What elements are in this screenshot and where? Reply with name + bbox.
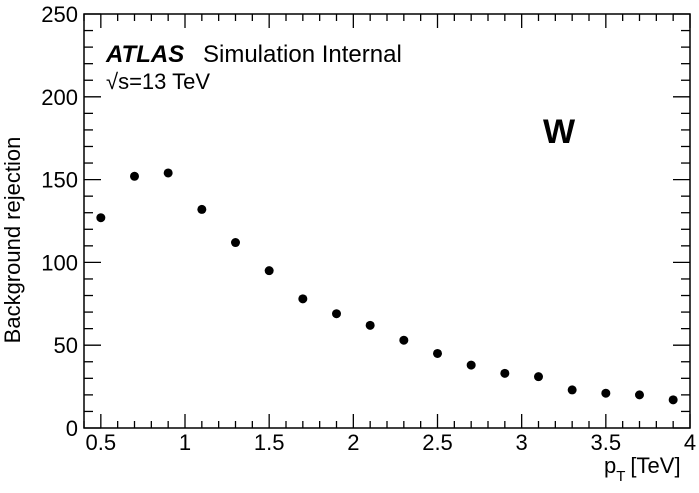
data-point (197, 204, 207, 214)
x-tick-label: 3.5 (591, 430, 622, 455)
data-point (399, 335, 409, 345)
data-point (231, 238, 240, 248)
data-point (635, 390, 644, 400)
data-point (298, 294, 308, 304)
data-point (163, 168, 173, 178)
x-axis-label: pT [TeV] (604, 453, 681, 485)
data-point (601, 388, 611, 398)
x-tick-label: 2 (347, 430, 359, 455)
x-tick-label: 1.5 (254, 430, 285, 455)
data-points (96, 168, 678, 405)
x-tick-label: 3 (516, 430, 528, 455)
energy-value-text: =13 TeV (129, 69, 210, 94)
x-axis-label-unit: [TeV] (630, 453, 680, 478)
y-tick-label: 200 (41, 85, 78, 110)
x-tick-label: 1 (179, 430, 191, 455)
energy-label: √s=13 TeV (106, 69, 210, 94)
y-tick-label: 0 (66, 416, 78, 441)
sqrt-s-text: √s (106, 69, 129, 94)
data-point (668, 395, 678, 405)
data-point (96, 213, 106, 223)
data-point (264, 266, 274, 276)
data-point (332, 309, 341, 319)
y-tick-label: 150 (41, 168, 78, 193)
y-tick-label: 100 (41, 250, 78, 275)
data-point (534, 372, 543, 382)
data-point (567, 385, 577, 395)
axis-ticks (83, 13, 691, 429)
y-tick-label: 250 (41, 2, 78, 27)
axis-tick-labels: 0.5 1 1.5 2 2.5 3 3.5 4 0 50 100 150 200 250 (41, 2, 696, 455)
particle-label: W (543, 113, 576, 151)
x-axis-label-subscript: T (616, 468, 625, 485)
y-axis-label: Background rejection (0, 137, 25, 344)
atlas-label: ATLAS (105, 41, 184, 68)
data-point (466, 360, 476, 370)
simulation-internal-label: Simulation Internal (203, 41, 402, 68)
x-tick-label: 2.5 (422, 430, 453, 455)
x-tick-label: 0.5 (86, 430, 117, 455)
y-tick-label: 50 (54, 333, 78, 358)
x-tick-label: 4 (684, 430, 696, 455)
data-point (433, 348, 442, 358)
data-point (130, 171, 139, 181)
x-axis-label-p: p (604, 453, 616, 478)
data-point (500, 368, 510, 378)
data-point (365, 320, 375, 330)
